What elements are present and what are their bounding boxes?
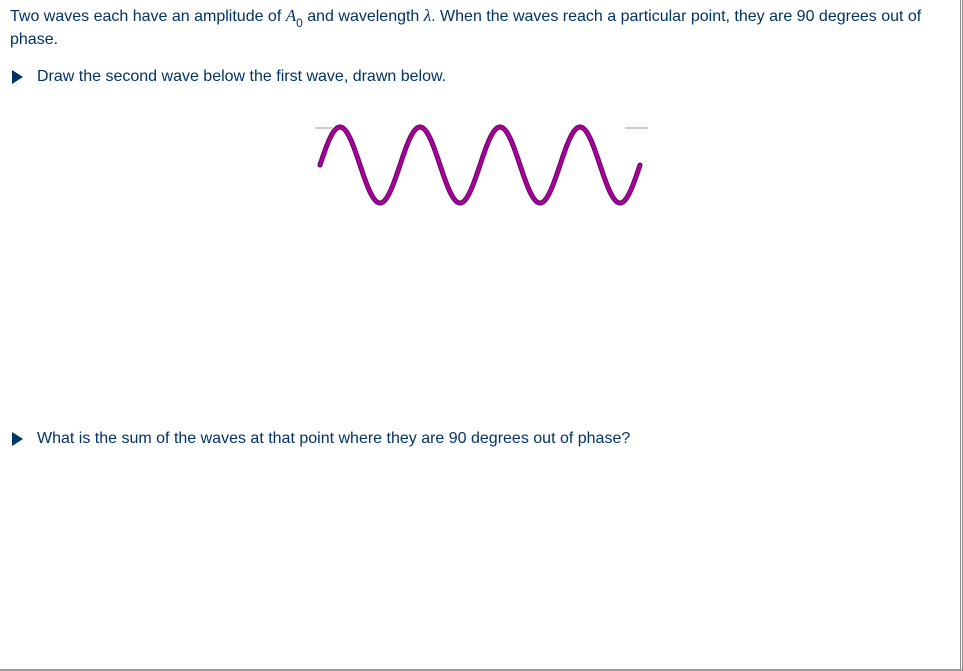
intro-part2: and wavelength [303,8,424,25]
problem-page: Two waves each have an amplitude of A0 a… [0,0,963,671]
bullet-2: What is the sum of the waves at that poi… [10,428,950,450]
bullet-2-text: What is the sum of the waves at that poi… [37,428,950,450]
wave-figure [10,118,950,233]
bullet-1-text: Draw the second wave below the first wav… [37,66,950,88]
bullet-icon [12,432,23,446]
problem-intro: Two waves each have an amplitude of A0 a… [10,5,950,51]
intro-part1: Two waves each have an amplitude of [10,8,286,25]
answer-space-1 [10,233,950,428]
bullet-icon [12,70,23,84]
bullet-1: Draw the second wave below the first wav… [10,66,950,88]
wave-svg [310,118,650,228]
var-A: A [286,6,296,25]
var-A-sub: 0 [296,16,303,30]
